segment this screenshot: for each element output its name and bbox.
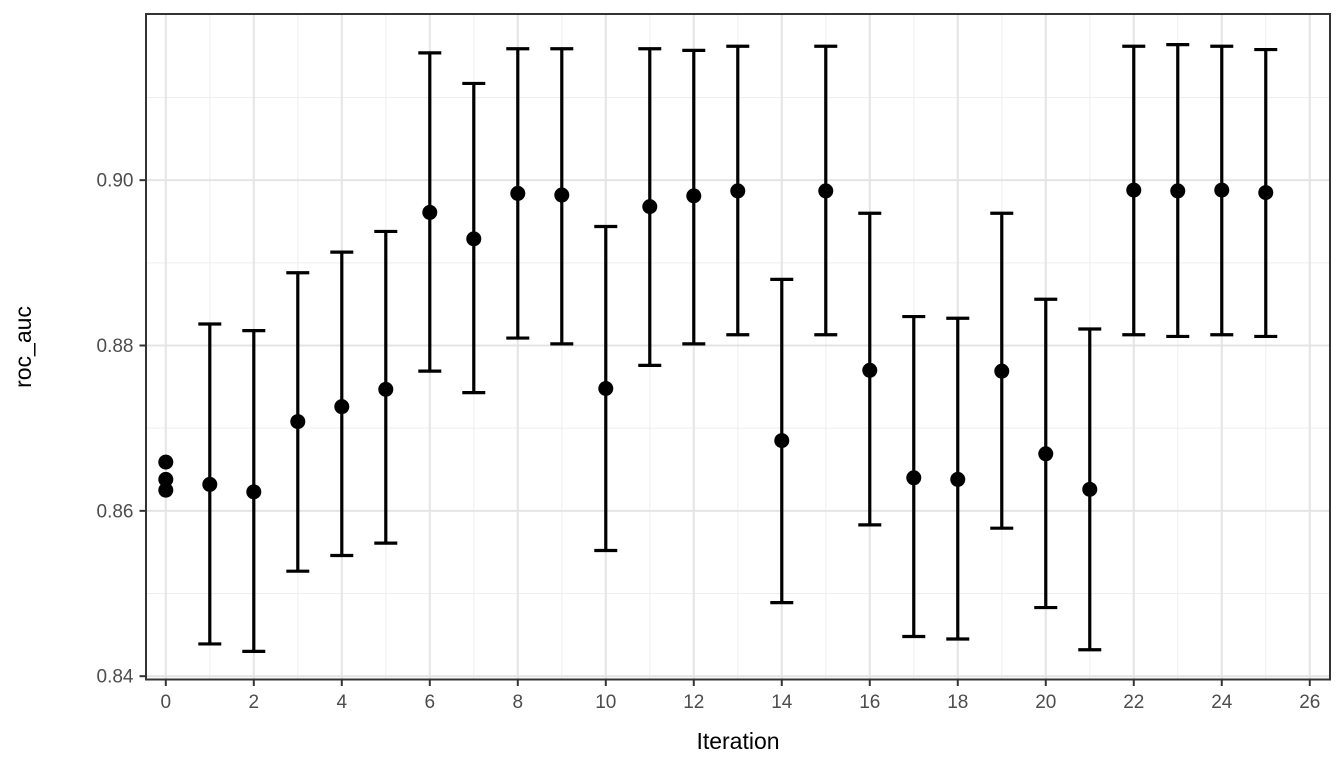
x-tick-label: 14 xyxy=(771,692,793,713)
pointrange xyxy=(990,211,1014,530)
x-tick-label: 24 xyxy=(1211,692,1233,713)
y-tick-label: 0.86 xyxy=(97,501,134,522)
y-tick-label: 0.84 xyxy=(97,667,134,688)
x-tick-label: 20 xyxy=(1035,692,1056,713)
pointrange-series xyxy=(158,42,1278,653)
pointrange xyxy=(550,47,574,346)
pointrange xyxy=(1166,42,1190,339)
x-tick-label: 26 xyxy=(1299,692,1320,713)
pointrange xyxy=(242,329,266,653)
pointrange xyxy=(1078,327,1102,652)
pointrange xyxy=(814,44,838,337)
pointrange xyxy=(638,47,662,367)
x-tick-label: 16 xyxy=(859,692,880,713)
pointrange xyxy=(158,482,174,498)
pointrange xyxy=(770,277,794,605)
pointrange xyxy=(1210,44,1234,337)
axis-ticks-and-labels: 0 2 4 6 8 10 12 14 16 18 20 22 24 260.840.860.880.90 xyxy=(97,171,1321,713)
pointrange xyxy=(158,454,174,470)
pointrange xyxy=(506,47,530,340)
pointrange xyxy=(1254,47,1278,339)
y-tick-label: 0.88 xyxy=(97,336,134,357)
pointrange xyxy=(902,314,926,639)
pointrange xyxy=(594,224,618,553)
y-tick-label: 0.90 xyxy=(97,171,134,192)
pointrange xyxy=(858,211,882,527)
pointrange xyxy=(418,51,442,373)
x-tick-label: 22 xyxy=(1123,692,1144,713)
x-tick-label: 10 xyxy=(595,692,616,713)
x-tick-label: 4 xyxy=(337,692,348,713)
y-axis-title: roc_auc xyxy=(10,306,36,388)
pointrange xyxy=(286,271,310,573)
x-tick-label: 6 xyxy=(425,692,436,713)
pointrange xyxy=(374,229,398,545)
x-tick-label: 12 xyxy=(683,692,704,713)
pointrange xyxy=(198,322,222,646)
pointrange xyxy=(726,44,750,337)
x-axis-title: Iteration xyxy=(696,728,779,754)
x-tick-label: 2 xyxy=(249,692,260,713)
pointrange xyxy=(462,81,486,395)
panel-border xyxy=(145,13,1331,681)
pointrange xyxy=(330,250,354,558)
x-tick-label: 18 xyxy=(947,692,968,713)
pointrange xyxy=(1034,297,1058,610)
pointrange xyxy=(158,471,174,487)
pointrange xyxy=(1122,44,1146,337)
x-tick-label: 8 xyxy=(512,692,523,713)
x-tick-label: 0 xyxy=(161,692,172,713)
pointrange xyxy=(946,316,970,641)
pointrange xyxy=(682,48,706,346)
